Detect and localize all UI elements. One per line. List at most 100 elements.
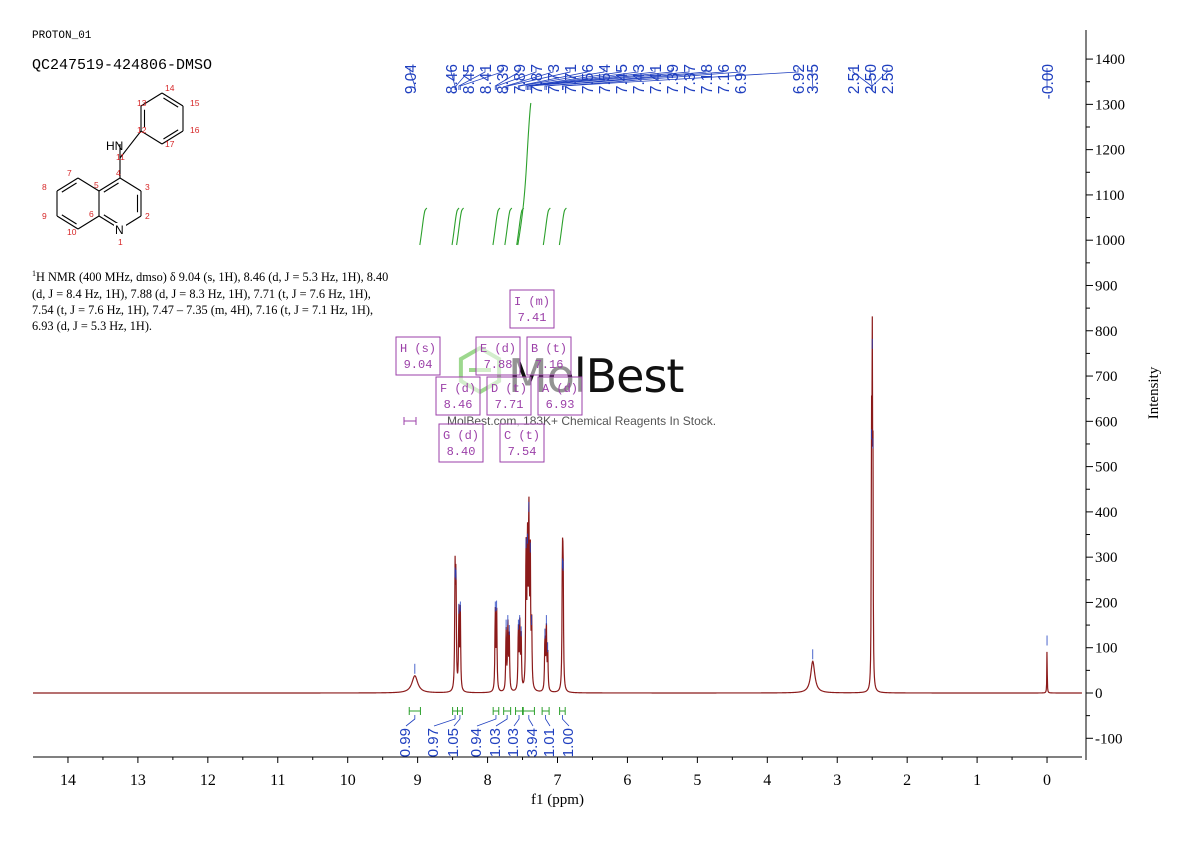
integral-curve [492, 207, 501, 246]
bond [140, 92, 163, 107]
peak-label-leader [494, 68, 520, 90]
multiplet-box-frame [475, 336, 521, 376]
molecule-bonds [56, 92, 184, 230]
multiplet-shift: 7.41 [518, 311, 547, 325]
chart-axes: 14 13 12 11 10 9 8 7 6 5 4 3 2 1 0f1 (ppm)140013001200… [33, 30, 1162, 808]
peak-label-leader [527, 68, 639, 90]
experiment-name: PROTON_01 [32, 30, 92, 42]
peak-label-leader [517, 68, 588, 90]
bond [119, 177, 142, 192]
double-bond [103, 214, 119, 225]
integral-labels: 0.99 0.97 1.05 0.94 1.03 1.03 3.94 1.01 1.00 [397, 707, 577, 757]
peak-label-leader [531, 68, 690, 90]
x-tick-label: 0 [1043, 772, 1051, 789]
multiplet-box-frame [435, 376, 481, 416]
integral-leader [513, 715, 520, 727]
atom-number: 2 [145, 211, 150, 221]
y-tick-label: 1400 [1095, 52, 1125, 68]
sample-id: QC247519-424806-DMSO [32, 57, 213, 74]
nmr-description-text: H NMR (400 MHz, dmso) δ 9.04 (s, 1H), 8.… [32, 270, 389, 334]
peak-label-leader [852, 68, 872, 90]
multiplet-shift: 7.71 [495, 398, 524, 412]
integral-value: 1.03 [505, 728, 522, 757]
peak-label-leader [871, 68, 888, 90]
peak-label: 3.35 [805, 64, 822, 94]
integral-curve [419, 207, 428, 246]
integral-region [456, 707, 463, 715]
x-tick-label: 14 [60, 772, 76, 789]
integral-region [452, 707, 458, 715]
double-bond [61, 214, 77, 225]
peak-label: 6.93 [733, 64, 750, 94]
peak-label-leader [562, 68, 799, 90]
bond [56, 215, 79, 230]
multiplet-label: H (s) [400, 342, 436, 356]
atom-number: 14 [165, 83, 175, 93]
multiplet-shift: 7.88 [484, 358, 513, 372]
multiplet-box-d: D (t) 7.71 [486, 376, 532, 416]
multiplet-label: C (t) [504, 429, 540, 443]
integral-leader [528, 715, 534, 727]
peak-label-leader [811, 68, 814, 90]
integral-leader [495, 715, 508, 727]
atom-number: 4 [116, 168, 121, 178]
y-tick-label: -100 [1095, 731, 1123, 747]
x-tick-label: 3 [833, 772, 841, 789]
peak-label: -0.00 [1040, 64, 1057, 100]
integral-curve [517, 102, 532, 246]
peak-label-leader [450, 68, 456, 90]
atom-number: 12 [137, 125, 147, 135]
peak-label: 2.50 [863, 64, 880, 95]
atom-number: 15 [190, 98, 200, 108]
y-tick-label: 700 [1095, 369, 1118, 385]
atom-number: 9 [42, 211, 47, 221]
peak-label-leader [529, 68, 673, 90]
multiplet-box-frame [499, 423, 545, 463]
multiplet-shift: 7.54 [508, 445, 537, 459]
peak-label-leader [561, 68, 741, 90]
bond [140, 130, 163, 145]
multiplet-box-c: C (t) 7.54 [499, 423, 545, 463]
multiplet-box-frame [395, 336, 441, 376]
double-bond [163, 129, 179, 140]
integral-value: 0.99 [397, 728, 414, 757]
x-tick-label: 2 [903, 772, 911, 789]
integral-value: 1.05 [445, 728, 462, 757]
peak-label: 7.73 [546, 64, 563, 94]
peak-label: 6.92 [791, 64, 808, 94]
integral-value: 1.03 [487, 728, 504, 757]
multiplet-label: E (d) [480, 342, 516, 356]
integral-value: 1.01 [541, 728, 558, 757]
peak-label: 7.16 [716, 64, 733, 94]
bond [161, 130, 184, 145]
integral-region [492, 707, 500, 715]
spectrum-trace [33, 316, 1082, 694]
x-tick-label: 9 [414, 772, 422, 789]
integral-leader [476, 715, 497, 727]
multiplet-box-frame [486, 376, 532, 416]
multiplet-shift: 9.04 [404, 358, 433, 372]
peak-label-leader [458, 68, 486, 90]
peak-label: 2.51 [846, 64, 863, 94]
x-tick-label: 7 [554, 772, 562, 789]
x-tick-label: 6 [623, 772, 631, 789]
peak-label: 9.04 [403, 64, 420, 95]
bond [98, 177, 121, 192]
multiplet-label: D (t) [491, 382, 527, 396]
integral-curve [451, 207, 460, 246]
multiplet-label: I (m) [514, 295, 550, 309]
integral-leader [561, 715, 570, 727]
peak-label-leader [545, 68, 724, 90]
y-tick-label: 1200 [1095, 143, 1125, 159]
multiplet-box-frame [526, 336, 572, 376]
peak-label-leader [455, 68, 469, 90]
integral-curve [542, 207, 551, 246]
peak-label: 7.18 [699, 64, 716, 94]
x-tick-label: 13 [130, 772, 146, 789]
y-tick-label: 1000 [1095, 233, 1125, 249]
multiplet-box-f: F (d) 8.46 [435, 376, 481, 416]
bond [56, 177, 79, 192]
